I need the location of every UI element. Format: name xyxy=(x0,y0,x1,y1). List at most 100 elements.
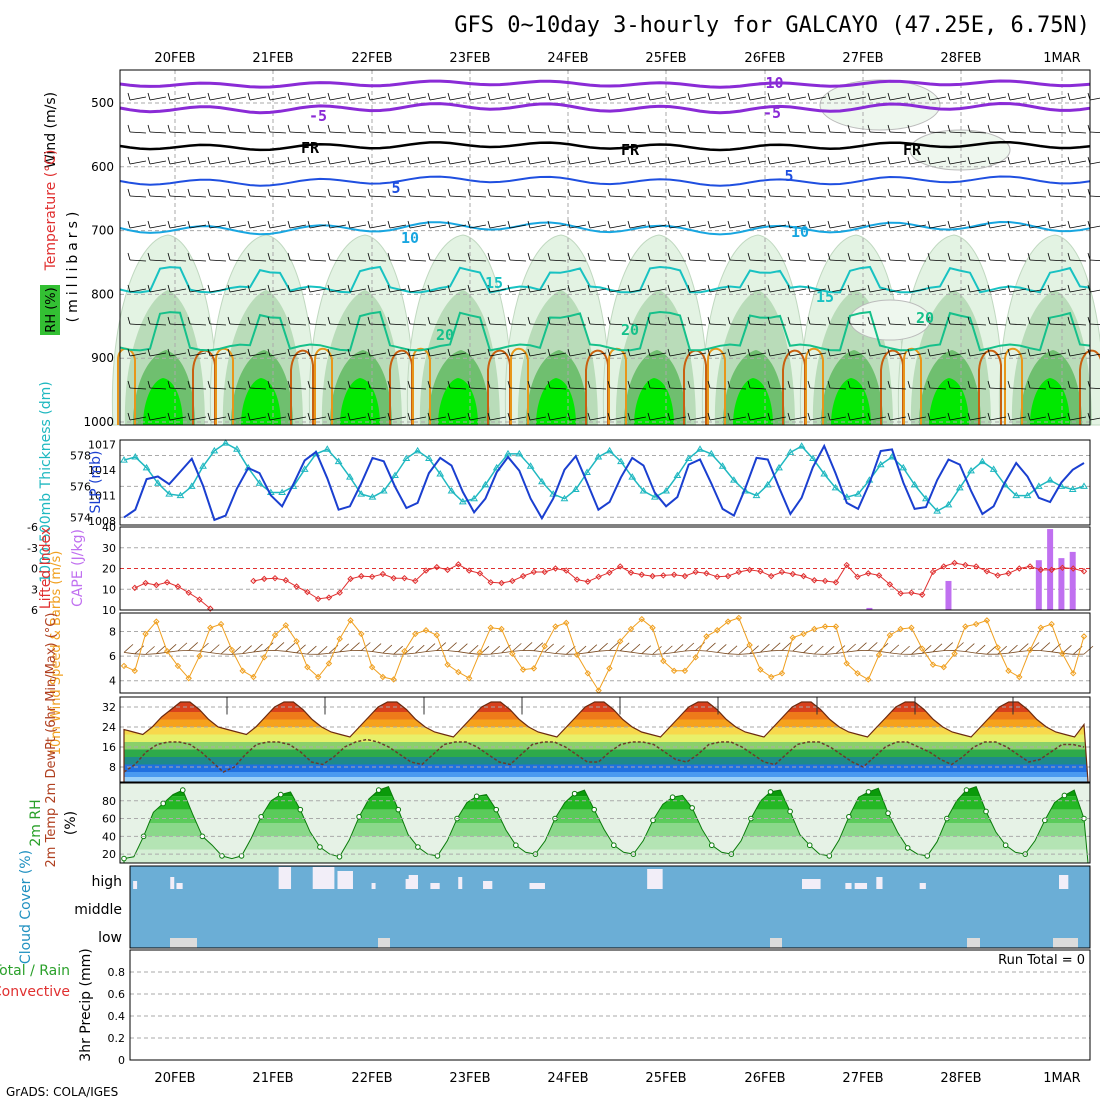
wind-barb-flag xyxy=(787,284,791,293)
wind-barb-flag xyxy=(787,92,791,101)
wind-barb-flag xyxy=(227,220,231,229)
wind-barb-flag xyxy=(967,252,971,261)
wind-barb-flag xyxy=(827,92,831,101)
wind-barb-flag xyxy=(187,348,191,357)
wind-barb xyxy=(229,259,247,262)
wind-barb xyxy=(729,387,747,390)
lifted-tick-label: 6 xyxy=(31,604,38,617)
wind10-barb xyxy=(156,645,166,655)
lifted-index-point xyxy=(541,568,548,576)
wind-barb xyxy=(1069,416,1087,421)
lifted-index-point xyxy=(638,571,645,578)
wind-barb-flag xyxy=(987,284,991,293)
wind-barb-flag xyxy=(327,316,331,325)
wind-barb xyxy=(609,323,627,326)
wind-barb-flag xyxy=(907,188,911,197)
wind-barb-flag xyxy=(307,316,311,325)
wind-barb-flag xyxy=(747,316,751,325)
wind-barb-flag xyxy=(267,220,271,229)
wind-barb xyxy=(509,195,527,198)
date-label-top: 23FEB xyxy=(449,51,490,66)
wind-barb xyxy=(849,416,867,421)
wind-barb xyxy=(909,352,927,357)
wind-barb xyxy=(909,96,927,101)
rh2m-point xyxy=(571,790,578,797)
wind-barb-flag xyxy=(147,412,151,421)
date-label-top: 26FEB xyxy=(744,51,785,66)
rh-blob xyxy=(909,129,1011,171)
wind-barb-flag xyxy=(507,348,511,357)
wind-barb xyxy=(529,131,547,134)
wind-barb-flag xyxy=(687,412,691,421)
wind-barb-flag xyxy=(187,92,191,101)
wind-barb-flag xyxy=(507,316,511,325)
wind10-barb xyxy=(565,646,576,655)
contour-label: -5 xyxy=(309,107,327,125)
wind-barb-flag xyxy=(947,92,951,101)
wind-barb-flag xyxy=(607,92,611,101)
wind-barb-flag xyxy=(607,412,611,421)
wind-barb xyxy=(929,416,947,421)
thickness-point xyxy=(368,493,377,500)
wind-barb xyxy=(369,416,387,421)
rh2m-tick-label: 60 xyxy=(102,813,116,826)
contour-label: 15 xyxy=(816,288,834,306)
wind-barb xyxy=(969,387,987,390)
wind-barb-flag xyxy=(267,380,271,389)
wind10-point xyxy=(778,670,786,677)
wind-barb xyxy=(389,416,407,421)
wind-barb-flag xyxy=(507,156,511,165)
date-label-bottom: 28FEB xyxy=(940,1071,981,1086)
isotherm-30 xyxy=(585,349,609,425)
wind-barb xyxy=(149,224,167,229)
wind-barb xyxy=(149,288,167,293)
wind-barb xyxy=(169,160,187,165)
lifted-index-point xyxy=(767,572,775,580)
wind-barb-flag xyxy=(127,316,131,325)
wind-barb xyxy=(1029,195,1047,198)
wind-barb xyxy=(169,195,187,198)
thickness-point xyxy=(323,445,332,452)
wind-barb xyxy=(349,352,367,357)
wind-barb-flag xyxy=(827,156,831,165)
wind-barb xyxy=(509,160,527,165)
wind-barb xyxy=(389,160,407,165)
wind-barb-flag xyxy=(427,156,431,165)
temp-band xyxy=(124,777,1088,782)
wind-barb-flag xyxy=(827,124,831,133)
wind-barb xyxy=(889,259,907,262)
wind10-barb xyxy=(220,645,231,655)
wind-barb xyxy=(569,352,587,357)
wind-barb xyxy=(549,416,567,421)
lifted-index-point xyxy=(1005,570,1012,577)
isotherm-30 xyxy=(782,349,806,425)
wind-barb xyxy=(129,96,147,101)
wind-barb xyxy=(1089,97,1100,101)
wind-barb-flag xyxy=(1047,188,1051,197)
wind-barb-flag xyxy=(587,252,591,261)
cloud-high-bar xyxy=(278,867,292,889)
wind-barb xyxy=(669,131,687,134)
wind10-point xyxy=(886,631,894,639)
wind10-point xyxy=(217,620,225,628)
date-label-bottom: 23FEB xyxy=(449,1071,490,1086)
wind-barb xyxy=(329,195,347,198)
wind-barb-flag xyxy=(1067,92,1071,101)
wind-barb xyxy=(989,195,1007,198)
wind10-barb xyxy=(738,646,749,655)
cape-bar xyxy=(1069,551,1076,610)
wind-barb xyxy=(989,416,1007,421)
wind-barb xyxy=(709,387,727,390)
wind-barb xyxy=(309,259,327,262)
wind-barb-flag xyxy=(867,316,871,325)
wind-barb-flag xyxy=(207,156,211,165)
wind-barb-flag xyxy=(747,284,751,293)
wind-barb-flag xyxy=(307,412,311,421)
wind10-barb xyxy=(199,642,209,652)
wind-barb xyxy=(429,288,447,293)
wind10-barb xyxy=(317,646,328,655)
wind-barb xyxy=(829,416,847,421)
rh-shading-bright xyxy=(143,378,183,425)
wind10-series xyxy=(120,614,1094,694)
wind10-barb xyxy=(824,646,835,655)
